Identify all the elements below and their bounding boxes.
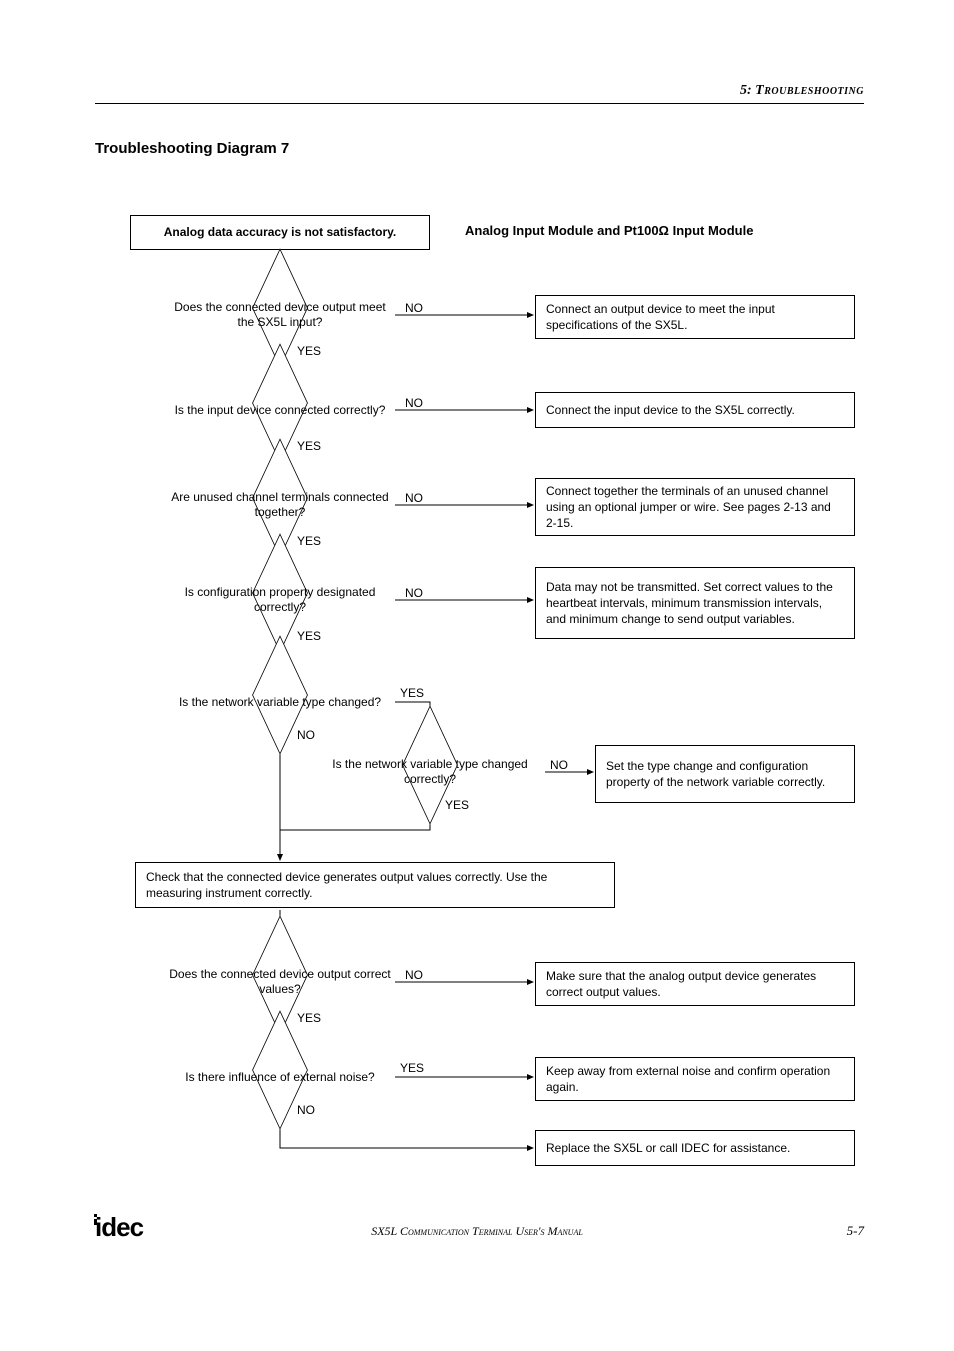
decision-6-text: Is the network variable type changed cor… <box>315 750 545 794</box>
decision-4-text: Is configuration property designated cor… <box>165 578 395 622</box>
d2-no: NO <box>405 396 423 410</box>
page-number: 5-7 <box>847 1223 864 1239</box>
d6-no: NO <box>550 758 568 772</box>
d1-no: NO <box>405 301 423 315</box>
d8-yes: YES <box>400 1061 424 1075</box>
action-2-text: Connect the input device to the SX5L cor… <box>546 402 795 418</box>
action-6-text: Set the type change and configuration pr… <box>606 758 844 790</box>
decision-5-text: Is the network variable type changed? <box>165 680 395 724</box>
d2-yes: YES <box>297 439 321 453</box>
decision-2-text: Is the input device connected correctly? <box>165 388 395 432</box>
action-8-text: Keep away from external noise and confir… <box>546 1063 844 1095</box>
section-title: Troubleshooting Diagram 7 <box>95 140 289 157</box>
d7-yes: YES <box>297 1011 321 1025</box>
logo: idec <box>95 1212 143 1243</box>
action-6: Set the type change and configuration pr… <box>595 745 855 803</box>
chapter-number: 5: <box>740 83 752 98</box>
action-8: Keep away from external noise and confir… <box>535 1057 855 1101</box>
action-4: Data may not be transmitted. Set correct… <box>535 567 855 639</box>
decision-7-text: Does the connected device output correct… <box>165 960 395 1004</box>
header-rule <box>95 103 864 104</box>
d4-yes: YES <box>297 629 321 643</box>
d1-yes: YES <box>297 344 321 358</box>
d4-no: NO <box>405 586 423 600</box>
subtitle: Analog Input Module and Pt100Ω Input Mod… <box>465 223 753 238</box>
d5-yes: YES <box>400 686 424 700</box>
check-node: Check that the connected device generate… <box>135 862 615 908</box>
action-7: Make sure that the analog output device … <box>535 962 855 1006</box>
action-3-text: Connect together the terminals of an unu… <box>546 483 844 532</box>
final-node: Replace the SX5L or call IDEC for assist… <box>535 1130 855 1166</box>
d3-yes: YES <box>297 534 321 548</box>
decision-3-text: Are unused channel terminals connected t… <box>165 483 395 527</box>
action-2: Connect the input device to the SX5L cor… <box>535 392 855 428</box>
d5-no: NO <box>297 728 315 742</box>
action-7-text: Make sure that the analog output device … <box>546 968 844 1000</box>
final-text: Replace the SX5L or call IDEC for assist… <box>546 1140 790 1156</box>
flowchart: Analog data accuracy is not satisfactory… <box>95 200 865 1210</box>
d7-no: NO <box>405 968 423 982</box>
d8-no: NO <box>297 1103 315 1117</box>
d6-yes: YES <box>445 798 469 812</box>
action-1: Connect an output device to meet the inp… <box>535 295 855 339</box>
action-3: Connect together the terminals of an unu… <box>535 478 855 536</box>
action-4-text: Data may not be transmitted. Set correct… <box>546 579 844 628</box>
footer-manual-title: SX5L Communication Terminal User's Manua… <box>0 1224 954 1239</box>
d3-no: NO <box>405 491 423 505</box>
action-1-text: Connect an output device to meet the inp… <box>546 301 844 333</box>
start-node: Analog data accuracy is not satisfactory… <box>130 215 430 250</box>
start-text: Analog data accuracy is not satisfactory… <box>164 224 397 240</box>
decision-1-text: Does the connected device output meet th… <box>165 293 395 337</box>
decision-8-text: Is there influence of external noise? <box>165 1055 395 1099</box>
chapter-word: Troubleshooting <box>755 83 864 98</box>
check-text: Check that the connected device generate… <box>146 869 604 901</box>
chapter-heading: 5: Troubleshooting <box>740 83 864 99</box>
